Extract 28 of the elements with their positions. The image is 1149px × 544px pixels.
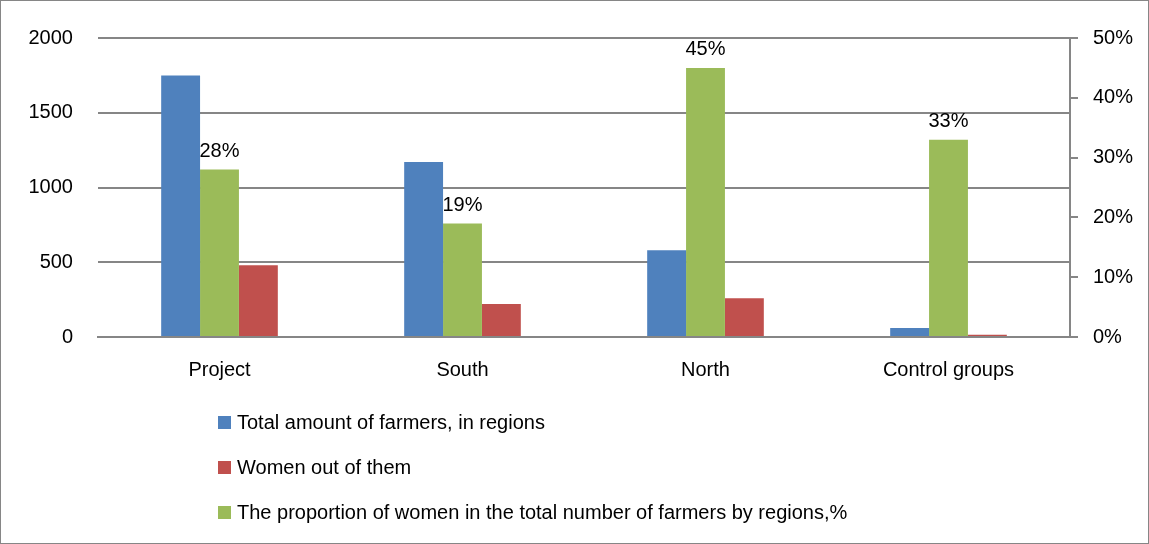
y2-tick-label: 40% <box>1093 85 1134 108</box>
y-tick-label: 2000 <box>28 25 73 48</box>
y2-tick-label: 0% <box>1093 324 1123 347</box>
y2-tick-label: 30% <box>1093 145 1134 168</box>
legend-label: Women out of them <box>237 456 412 479</box>
y2-tick-label: 50% <box>1093 25 1134 48</box>
y-tick-label: 0 <box>61 324 73 347</box>
data-label: 45% <box>685 37 726 60</box>
bar <box>647 250 687 336</box>
y-tick-label: 500 <box>39 249 73 272</box>
data-label: 28% <box>199 139 240 162</box>
x-tick-label: North <box>681 357 730 380</box>
x-tick-label: South <box>436 357 489 380</box>
bar <box>724 298 764 336</box>
bar <box>481 304 521 336</box>
bar <box>686 67 725 336</box>
y-tick-label: 1500 <box>28 100 73 123</box>
x-tick-label: Control groups <box>882 357 1015 380</box>
legend-label: The proportion of women in the total number of farmers by regions,% <box>237 501 848 524</box>
legend-label: Total amount of farmers, in regions <box>237 411 545 434</box>
bar <box>890 328 930 336</box>
y-tick-label: 1000 <box>28 175 73 198</box>
data-label: 33% <box>928 109 969 132</box>
data-label: 19% <box>442 192 483 215</box>
y2-tick-label: 20% <box>1093 204 1134 227</box>
y2-tick-label: 10% <box>1093 264 1134 287</box>
x-tick-label: Project <box>188 357 252 380</box>
bar <box>929 139 968 336</box>
